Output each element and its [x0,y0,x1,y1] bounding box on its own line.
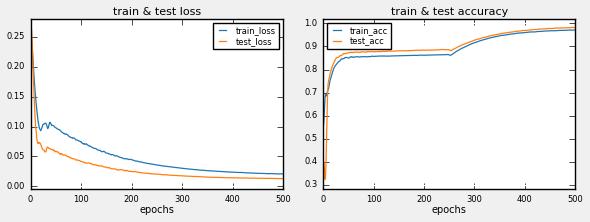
train_acc [470,42,477,44]
Title: train & test accuracy: train & test accuracy [391,7,508,17]
test_acc [320,161,327,163]
test_loss [28,25,35,28]
train_loss [164,165,171,168]
Line: test_loss: test_loss [31,26,283,179]
test_loss [148,172,155,175]
train_acc [456,48,463,51]
test_loss [273,177,280,180]
Legend: train_acc, test_acc: train_acc, test_acc [327,23,391,49]
Line: train_loss: train_loss [31,40,283,174]
train_loss [149,163,156,165]
train_acc [572,29,579,32]
test_acc [440,48,447,51]
train_loss [273,172,280,175]
train_acc [441,53,448,56]
test_acc [442,48,449,51]
Legend: train_loss, test_loss: train_loss, test_loss [213,23,279,49]
Line: train_acc: train_acc [323,30,575,125]
Title: train & test loss: train & test loss [113,7,201,17]
train_loss [280,173,287,175]
test_loss [178,174,185,177]
test_acc [572,26,579,29]
train_acc [320,123,327,126]
test_acc [527,29,534,31]
train_acc [526,31,533,33]
test_acc [322,178,329,181]
X-axis label: epochs: epochs [139,205,174,215]
train_acc [566,29,573,31]
train_loss [279,173,286,175]
train_loss [234,171,241,174]
test_loss [280,177,287,180]
test_acc [470,39,477,42]
test_acc [457,44,464,47]
train_loss [28,39,35,41]
Line: test_acc: test_acc [323,28,575,179]
test_acc [566,26,573,29]
train_acc [440,54,447,56]
X-axis label: epochs: epochs [432,205,467,215]
test_acc [571,26,578,29]
train_acc [566,29,573,31]
train_loss [148,163,155,165]
test_loss [234,176,241,179]
train_loss [178,167,185,169]
test_loss [149,172,156,175]
test_loss [164,174,171,176]
